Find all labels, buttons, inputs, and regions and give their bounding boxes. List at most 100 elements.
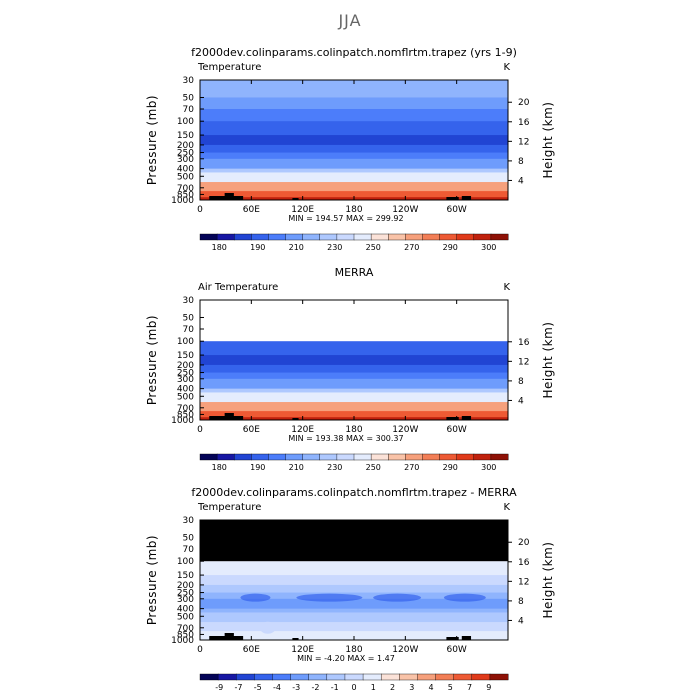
colorbar-swatch [388, 453, 406, 461]
colorbar-swatch [453, 673, 473, 681]
colorbar-swatch [290, 673, 310, 681]
y-axis-label: Pressure (mb) [145, 535, 159, 625]
colorbar-swatch [216, 453, 235, 461]
y-tick-label: 1000 [171, 636, 194, 646]
colorbar-label: 210 [289, 243, 304, 252]
y-tick-label: 850 [177, 190, 194, 200]
panel-variable-label: Temperature [197, 62, 261, 73]
colorbar-swatch [308, 673, 328, 681]
anomaly-blob [296, 593, 363, 602]
y-tick-label: 30 [183, 76, 195, 86]
x-tick-label: 180 [345, 645, 362, 655]
colorbar-label: 290 [443, 463, 458, 472]
height-tick-label: 20 [518, 538, 530, 548]
colorbar-swatch [353, 453, 372, 461]
colorbar-swatch [471, 673, 491, 681]
y-tick-label: 50 [183, 93, 195, 103]
x-tick-label: 180 [345, 425, 362, 435]
topography [292, 418, 299, 420]
stats-line: MIN = 193.38 MAX = 300.37 [288, 434, 403, 443]
y-tick-label: 500 [177, 612, 194, 622]
colorbar-swatch [268, 453, 287, 461]
band-sub [200, 411, 508, 415]
colorbar-swatch [490, 453, 509, 461]
colorbar-swatch [199, 673, 219, 681]
colorbar-label: 230 [327, 463, 342, 472]
band-sub [200, 402, 508, 409]
band-sub [200, 191, 508, 195]
colorbar-swatch [370, 233, 389, 241]
colorbar-label: 0 [351, 683, 356, 692]
colorbar-label: -9 [215, 683, 223, 692]
band [200, 317, 508, 330]
panel-title: f2000dev.colinparams.colinpatch.nomflrtm… [191, 486, 517, 499]
anomaly-blob [443, 593, 486, 602]
band [200, 158, 508, 170]
topography [446, 417, 459, 420]
band-sub [200, 631, 508, 635]
panel-variable-label: Air Temperature [198, 282, 278, 293]
colorbar-label: -7 [235, 683, 243, 692]
colorbar-label: 190 [250, 243, 265, 252]
y-tick-label: 70 [183, 105, 195, 115]
topography [224, 413, 234, 420]
band [200, 598, 508, 610]
y-axis-label: Pressure (mb) [145, 95, 159, 185]
y-tick-label: 150 [177, 571, 194, 581]
height-tick-label: 4 [518, 616, 524, 626]
colorbar-label: -1 [331, 683, 339, 692]
colorbar-label: 300 [481, 243, 496, 252]
height-tick-label: 12 [518, 357, 529, 367]
colorbar-swatch [302, 233, 321, 241]
band-sub [200, 172, 508, 177]
colorbar-swatch [336, 233, 355, 241]
height-tick-label: 8 [518, 597, 524, 607]
colorbar-label: 250 [366, 463, 381, 472]
colorbar-swatch [251, 233, 269, 241]
colorbar-label: -3 [292, 683, 300, 692]
colorbar-swatch [234, 453, 252, 461]
panel-units-label: K [503, 282, 510, 293]
colorbar-swatch [370, 453, 389, 461]
band [200, 80, 508, 98]
missing-data-region [200, 520, 508, 562]
colorbar-label: 270 [404, 243, 419, 252]
colorbar-label: 180 [212, 243, 227, 252]
x-tick-label: 120W [392, 645, 418, 655]
y-tick-label: 30 [183, 516, 195, 526]
colorbar-swatch [319, 453, 338, 461]
band [200, 378, 508, 390]
colorbar-swatch [302, 453, 321, 461]
topography [461, 416, 472, 420]
anomaly-blob [240, 593, 271, 602]
y-tick-label: 300 [177, 375, 194, 385]
x-tick-label: 0 [197, 205, 203, 215]
colorbar-swatch [285, 453, 304, 461]
colorbar-label: 300 [481, 463, 496, 472]
height-tick-label: 12 [518, 137, 529, 147]
band [200, 355, 508, 366]
x-tick-label: 60E [243, 425, 260, 435]
band [200, 152, 508, 160]
colorbar-label: 2 [390, 683, 395, 692]
height-tick-label: 20 [518, 98, 530, 108]
colorbar-swatch [353, 233, 372, 241]
colorbar-swatch [473, 233, 492, 241]
y-tick-label: 100 [177, 117, 194, 127]
colorbar-swatch [362, 673, 382, 681]
anomaly-blob [373, 593, 422, 602]
colorbar-label: 210 [289, 463, 304, 472]
colorbar-swatch [272, 673, 292, 681]
y-tick-label: 1000 [171, 196, 194, 206]
panel-1: f2000dev.colinparams.colinpatch.nomflrtm… [145, 46, 555, 252]
colorbar-label: 9 [486, 683, 491, 692]
colorbar-swatch [199, 453, 218, 461]
band [200, 341, 508, 356]
panel-variable-label: Temperature [197, 502, 261, 513]
colorbar-swatch [388, 233, 406, 241]
colorbar-swatch [399, 673, 418, 681]
band [200, 328, 508, 342]
colorbar-swatch [336, 453, 355, 461]
y-tick-label: 700 [177, 624, 194, 634]
